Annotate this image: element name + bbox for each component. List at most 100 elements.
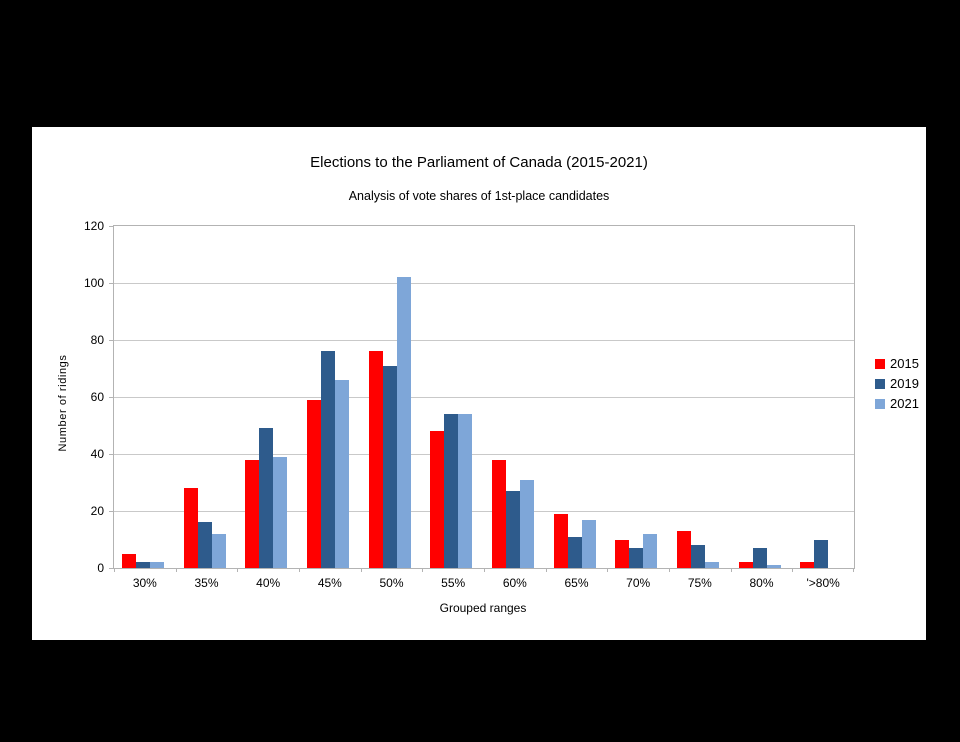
bar-2015-30: [122, 553, 136, 568]
x-tick-label: 30%: [132, 576, 157, 590]
bar-2021-60: [520, 479, 534, 568]
bar-2021-50: [396, 277, 411, 568]
x-tick-label: 35%: [194, 576, 219, 590]
y-axis-tick: [109, 226, 114, 227]
bar-2019-70: [629, 548, 644, 568]
gridline-60: [114, 397, 854, 398]
bar-group-75: [669, 226, 731, 568]
bar-2019-50: [382, 365, 397, 568]
bar-2021-70: [643, 533, 658, 568]
bar-2021-40: [273, 456, 288, 568]
x-axis-title: Grouped ranges: [439, 601, 527, 615]
legend-label-2019: 2019: [890, 376, 919, 391]
x-axis-tick: [730, 568, 732, 572]
x-tick-label: 55%: [441, 576, 466, 590]
y-tick-label: 100: [83, 276, 104, 290]
x-axis-tick: [237, 568, 239, 572]
bar-2019-80: [752, 548, 767, 568]
x-tick-label: 50%: [379, 576, 404, 590]
legend-swatch-2021: [875, 398, 885, 409]
bar-2021-45: [335, 379, 349, 568]
y-axis-tick: [109, 568, 114, 569]
bar-2019-40: [259, 428, 274, 568]
bar-group-55: [422, 226, 484, 568]
legend-swatch-2015: [875, 358, 885, 369]
bar-2019-55: [444, 414, 459, 568]
chart-subtitle: Analysis of vote shares of 1st-place can…: [348, 189, 610, 203]
bar-2019-45: [321, 351, 335, 568]
y-axis-title: Number of ridings: [57, 354, 69, 452]
y-axis-tick: [109, 397, 114, 398]
y-tick-label: 120: [83, 219, 104, 233]
plot-area: 0 20 40 60 80 100 120 30% 35% 40% 45% 50% 55% 60% 65% 7…: [84, 219, 855, 590]
y-axis-tick: [109, 511, 114, 512]
bar-2019-65: [567, 536, 582, 568]
gridline-80: [114, 340, 854, 341]
legend-item-2019: 2019: [875, 377, 919, 390]
x-tick-label: '>80%: [806, 576, 840, 590]
bar-2019-60: [506, 491, 520, 568]
x-tick-label: 80%: [749, 576, 774, 590]
x-tick-label: 45%: [317, 576, 342, 590]
legend: 2015 2019 2021: [875, 357, 919, 410]
bar-2021-80: [766, 565, 781, 568]
y-tick-label: 80: [90, 333, 104, 347]
x-tick-label: 70%: [626, 576, 651, 590]
bar-group-80: [731, 226, 793, 568]
x-tick-label: 75%: [687, 576, 712, 590]
bar-2021-35: [211, 533, 226, 568]
bar-group-50: [361, 226, 423, 568]
gridline-40: [114, 454, 854, 455]
legend-label-2021: 2021: [890, 396, 919, 411]
x-axis-tick: [422, 568, 424, 572]
legend-label-2015: 2015: [890, 356, 919, 371]
bar-2015-45: [307, 399, 321, 568]
bar-2019-35: [197, 522, 212, 568]
bar-2015-65: [553, 513, 568, 568]
bar-group-40: [237, 226, 299, 568]
x-axis-tick: [792, 568, 794, 572]
bar-2015-75: [677, 531, 691, 568]
gridline-20: [114, 511, 854, 512]
y-axis-tick: [109, 454, 114, 455]
x-axis-tick: [484, 568, 485, 572]
y-tick-label: 40: [90, 447, 104, 461]
gridline-100: [114, 283, 854, 284]
bar-2015-50: [368, 351, 383, 568]
bar-group-60: [484, 226, 546, 568]
bar-group-80: [792, 226, 854, 568]
legend-item-2021: 2021: [875, 397, 919, 410]
legend-item-2015: 2015: [875, 357, 919, 370]
x-tick-label: 65%: [564, 576, 589, 590]
x-axis-tick: [545, 568, 547, 572]
x-axis-tick: [360, 568, 362, 572]
bar-2015-40: [245, 459, 260, 568]
bar-2015-60: [492, 459, 506, 568]
bar-2019-80: [814, 539, 829, 568]
bar-2021-65: [581, 519, 596, 568]
x-tick-label: 40%: [256, 576, 281, 590]
y-tick-label: 0: [97, 561, 104, 575]
x-axis-tick: [669, 568, 670, 572]
bar-2015-70: [615, 539, 630, 568]
chart-title: Elections to the Parliament of Canada (2…: [310, 154, 648, 171]
x-axis-tick: [299, 568, 300, 572]
y-axis-tick: [109, 283, 114, 284]
chart-canvas: Elections to the Parliament of Canada (2…: [32, 127, 926, 640]
bar-2019-75: [691, 545, 705, 568]
x-axis-tick: [175, 568, 177, 572]
bar-group-45: [299, 226, 361, 568]
y-tick-label: 60: [90, 390, 104, 404]
bar-group-30: [114, 226, 176, 568]
bar-group-35: [176, 226, 238, 568]
bar-2015-55: [430, 431, 445, 568]
bar-2015-35: [183, 488, 198, 568]
y-tick-label: 20: [90, 504, 104, 518]
x-axis-tick: [607, 568, 609, 572]
bar-group-70: [607, 226, 669, 568]
bar-2021-55: [458, 414, 473, 568]
bar-2021-75: [705, 562, 719, 568]
bar-2015-80: [738, 562, 753, 568]
x-axis-tick: [114, 568, 115, 572]
legend-swatch-2019: [875, 378, 885, 389]
